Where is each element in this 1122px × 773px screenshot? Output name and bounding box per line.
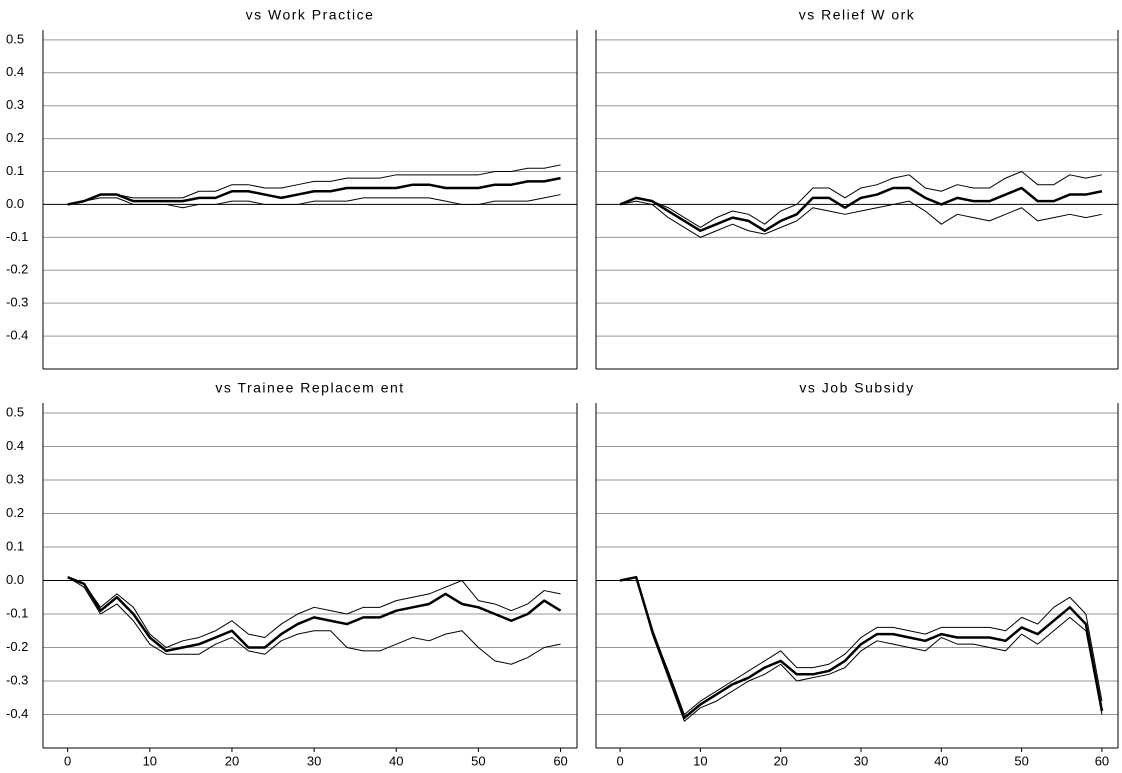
panel-title: vs Work Practice <box>246 7 375 23</box>
series-line <box>619 186 1103 233</box>
series-line <box>67 576 561 665</box>
x-tick-label: 0 <box>64 753 71 768</box>
series-line <box>619 200 1103 238</box>
y-tick-label: -0.4 <box>6 328 28 343</box>
y-tick-label: -0.2 <box>6 639 28 654</box>
y-tick-label: 0.4 <box>6 438 24 453</box>
series-line <box>619 575 1104 720</box>
y-tick-label: 0.2 <box>6 505 24 520</box>
x-tick-label: 10 <box>143 753 157 768</box>
panel-title: vs Relief W ork <box>799 7 916 23</box>
y-tick-label: 0.3 <box>6 97 24 112</box>
y-tick-label: -0.1 <box>6 605 28 620</box>
x-tick-label: 30 <box>854 753 868 768</box>
x-tick-label: 30 <box>307 753 321 768</box>
series-line <box>67 164 561 205</box>
x-tick-label: 60 <box>1095 753 1109 768</box>
x-tick-label: 20 <box>773 753 787 768</box>
y-tick-label: -0.3 <box>6 295 28 310</box>
x-tick-label: 0 <box>616 753 623 768</box>
series-line <box>619 576 1103 715</box>
y-tick-label: -0.3 <box>6 672 28 687</box>
x-tick-label: 60 <box>553 753 567 768</box>
x-tick-label: 40 <box>389 753 403 768</box>
series-line <box>67 576 561 649</box>
panel-title: vs Trainee Replacem ent <box>215 380 404 396</box>
x-tick-label: 20 <box>225 753 239 768</box>
panel-title: vs Job Subsidy <box>799 380 914 396</box>
series-line <box>619 171 1103 228</box>
y-tick-label: 0.4 <box>6 64 24 79</box>
y-tick-label: 0.0 <box>6 196 24 211</box>
series-line <box>67 576 562 653</box>
y-tick-label: -0.1 <box>6 229 28 244</box>
y-tick-label: -0.2 <box>6 262 28 277</box>
series-line <box>619 576 1103 722</box>
y-tick-label: 0.5 <box>6 404 24 419</box>
series-line <box>67 194 561 209</box>
y-tick-label: 0.5 <box>6 31 24 46</box>
x-tick-label: 40 <box>934 753 948 768</box>
y-tick-label: 0.0 <box>6 572 24 587</box>
x-tick-label: 50 <box>471 753 485 768</box>
y-tick-label: -0.4 <box>6 706 28 721</box>
x-tick-label: 50 <box>1014 753 1028 768</box>
y-tick-label: 0.1 <box>6 538 24 553</box>
y-tick-label: 0.2 <box>6 130 24 145</box>
x-tick-label: 10 <box>693 753 707 768</box>
series-line <box>67 176 561 206</box>
y-tick-label: 0.3 <box>6 471 24 486</box>
y-tick-label: 0.1 <box>6 163 24 178</box>
